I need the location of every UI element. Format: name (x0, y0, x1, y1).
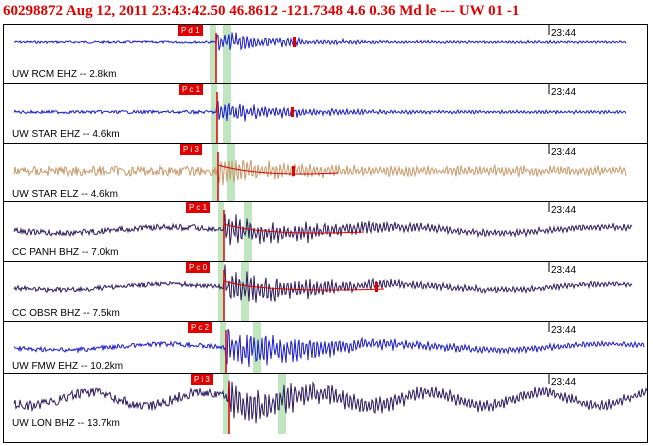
waveform-trace (13, 264, 633, 303)
pick-tag[interactable]: P d 1 (178, 25, 203, 36)
trace-panel[interactable]: 23:44 P c 1 UW STAR EHZ -- 4.6km (4, 84, 647, 144)
waveform-trace (13, 329, 645, 367)
trace-panel[interactable]: 23:44 P d 1 UW RCM EHZ -- 2.8km (4, 25, 647, 84)
analysis-window (218, 262, 224, 321)
time-label: 23:44 (551, 265, 577, 276)
waveform-trace (13, 32, 627, 51)
pick-tag[interactable]: P i 3 (180, 144, 202, 155)
time-label: 23:44 (551, 325, 577, 336)
waveform-trace (13, 214, 633, 246)
analysis-window (223, 25, 231, 83)
analysis-window (210, 25, 216, 83)
waveform-trace (13, 100, 627, 122)
trace-panel[interactable]: 23:44 P i 3 UW STAR ELZ -- 4.6km (4, 144, 647, 202)
trace-panel[interactable]: 23:44 P c 0 CC OBSR BHZ -- 7.5km (4, 262, 647, 322)
time-label: 23:44 (551, 147, 577, 158)
trace-panel[interactable]: 23:44 P c 2 UW FMW EHZ -- 10.2km (4, 322, 647, 374)
time-label: 23:44 (551, 28, 577, 39)
pick-tag[interactable]: P c 1 (179, 84, 204, 95)
waveform-trace (13, 159, 627, 186)
coda-curve (223, 280, 385, 291)
station-label: UW RCM EHZ -- 2.8km (12, 69, 117, 80)
pick-tag[interactable]: P c 2 (188, 322, 213, 333)
event-header: 60298872 Aug 12, 2011 23:43:42.50 46.861… (3, 3, 520, 19)
coda-curve (223, 223, 365, 234)
analysis-window (220, 322, 226, 373)
station-label: CC PANH BHZ -- 7.0km (12, 247, 119, 258)
station-label: UW LON BHZ -- 13.7km (12, 418, 120, 429)
pick-tag[interactable]: P c 0 (186, 262, 211, 273)
trace-panel[interactable]: 23:44 P c 1 CC PANH BHZ -- 7.0km (4, 202, 647, 262)
analysis-window (223, 84, 231, 143)
coda-marker (375, 282, 378, 292)
time-label: 23:44 (551, 205, 577, 216)
station-label: UW FMW EHZ -- 10.2km (12, 361, 124, 372)
coda-curve (217, 164, 339, 175)
time-label: 23:44 (551, 377, 577, 388)
waveform-trace (13, 380, 647, 424)
analysis-window (212, 144, 218, 201)
analysis-window (218, 202, 224, 261)
time-label: 23:44 (551, 87, 577, 98)
station-label: CC OBSR BHZ -- 7.5km (12, 308, 120, 319)
station-label: UW STAR EHZ -- 4.6km (12, 129, 120, 140)
coda-marker (293, 37, 296, 47)
seismogram-plot: 23:44 P d 1 UW RCM EHZ -- 2.8km 23:44 P c 1… (3, 24, 648, 443)
analysis-window (253, 322, 261, 373)
pick-tag[interactable]: P i 3 (191, 374, 213, 385)
coda-marker (292, 166, 295, 176)
analysis-window (223, 374, 229, 434)
pick-tag[interactable]: P c 1 (186, 202, 211, 213)
station-label: UW STAR ELZ -- 4.6km (12, 189, 118, 200)
trace-panel[interactable]: 23:44 P i 3 UW LON BHZ -- 13.7km (4, 374, 647, 434)
coda-marker (291, 107, 294, 117)
analysis-window (211, 84, 217, 143)
